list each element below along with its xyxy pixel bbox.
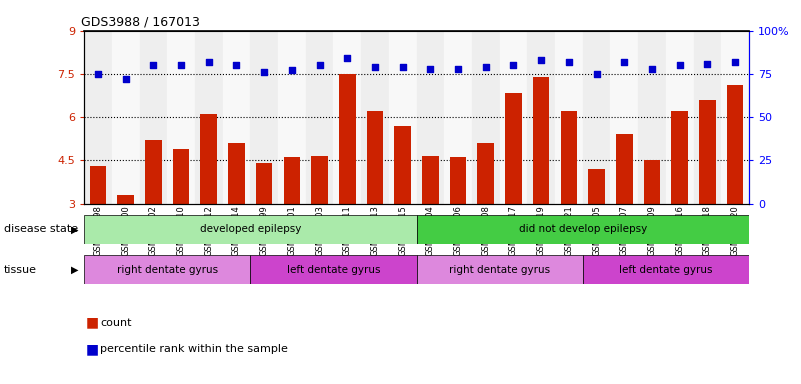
Bar xyxy=(477,143,494,204)
Bar xyxy=(671,111,688,204)
Point xyxy=(424,66,437,72)
Point xyxy=(396,64,409,70)
Bar xyxy=(527,31,555,204)
Point xyxy=(674,62,686,68)
Bar xyxy=(472,31,500,204)
Bar xyxy=(284,157,300,204)
Bar xyxy=(84,215,417,244)
Bar xyxy=(417,255,583,284)
Text: ■: ■ xyxy=(86,343,99,356)
Point xyxy=(147,62,159,68)
Bar xyxy=(195,31,223,204)
Bar xyxy=(727,86,743,204)
Text: tissue: tissue xyxy=(4,265,37,275)
Bar xyxy=(173,149,189,204)
Bar xyxy=(505,93,521,204)
Bar xyxy=(228,143,245,204)
Point xyxy=(119,76,132,82)
Bar xyxy=(644,161,660,204)
Bar xyxy=(112,31,139,204)
Bar xyxy=(610,31,638,204)
Bar xyxy=(666,31,694,204)
Point xyxy=(91,71,104,77)
Bar xyxy=(555,31,582,204)
Point xyxy=(729,59,742,65)
Bar xyxy=(167,31,195,204)
Point xyxy=(203,59,215,65)
Bar xyxy=(582,255,749,284)
Point xyxy=(452,66,465,72)
Text: left dentate gyrus: left dentate gyrus xyxy=(619,265,713,275)
Bar xyxy=(250,31,278,204)
Point xyxy=(646,66,658,72)
Bar xyxy=(278,31,306,204)
Bar xyxy=(223,31,250,204)
Point xyxy=(590,71,603,77)
Bar xyxy=(139,31,167,204)
Point xyxy=(313,62,326,68)
Bar xyxy=(616,134,633,204)
Point xyxy=(618,59,630,65)
Point xyxy=(368,64,381,70)
Point xyxy=(230,62,243,68)
Bar xyxy=(339,74,356,204)
Bar xyxy=(394,126,411,204)
Text: count: count xyxy=(100,318,131,328)
Bar xyxy=(312,156,328,204)
Text: right dentate gyrus: right dentate gyrus xyxy=(117,265,218,275)
Text: disease state: disease state xyxy=(4,224,78,235)
Bar xyxy=(450,157,466,204)
Text: did not develop epilepsy: did not develop epilepsy xyxy=(518,224,647,235)
Bar xyxy=(422,156,439,204)
Text: ■: ■ xyxy=(86,316,99,329)
Bar xyxy=(721,31,749,204)
Point xyxy=(258,69,271,75)
Bar xyxy=(200,114,217,204)
Bar xyxy=(533,77,549,204)
Bar xyxy=(699,100,716,204)
Bar xyxy=(500,31,527,204)
Bar xyxy=(445,31,472,204)
Bar xyxy=(84,31,112,204)
Text: ▶: ▶ xyxy=(71,224,78,235)
Bar xyxy=(250,255,417,284)
Bar xyxy=(306,31,333,204)
Point xyxy=(507,62,520,68)
Bar xyxy=(417,31,445,204)
Text: ▶: ▶ xyxy=(71,265,78,275)
Bar xyxy=(694,31,721,204)
Bar xyxy=(367,111,384,204)
Bar xyxy=(388,31,417,204)
Text: right dentate gyrus: right dentate gyrus xyxy=(449,265,550,275)
Bar xyxy=(417,215,749,244)
Bar xyxy=(588,169,605,204)
Bar xyxy=(84,255,250,284)
Bar xyxy=(333,31,361,204)
Text: GDS3988 / 167013: GDS3988 / 167013 xyxy=(81,15,199,28)
Point xyxy=(562,59,575,65)
Point xyxy=(535,57,548,63)
Bar xyxy=(117,195,134,204)
Point xyxy=(701,60,714,67)
Bar xyxy=(90,166,107,204)
Bar xyxy=(561,111,578,204)
Point xyxy=(341,55,354,61)
Point xyxy=(479,64,492,70)
Bar xyxy=(145,140,162,204)
Text: percentile rank within the sample: percentile rank within the sample xyxy=(100,344,288,354)
Bar xyxy=(638,31,666,204)
Bar xyxy=(361,31,388,204)
Bar xyxy=(582,31,610,204)
Bar xyxy=(256,163,272,204)
Point xyxy=(175,62,187,68)
Text: left dentate gyrus: left dentate gyrus xyxy=(287,265,380,275)
Point xyxy=(285,67,298,73)
Text: developed epilepsy: developed epilepsy xyxy=(199,224,301,235)
